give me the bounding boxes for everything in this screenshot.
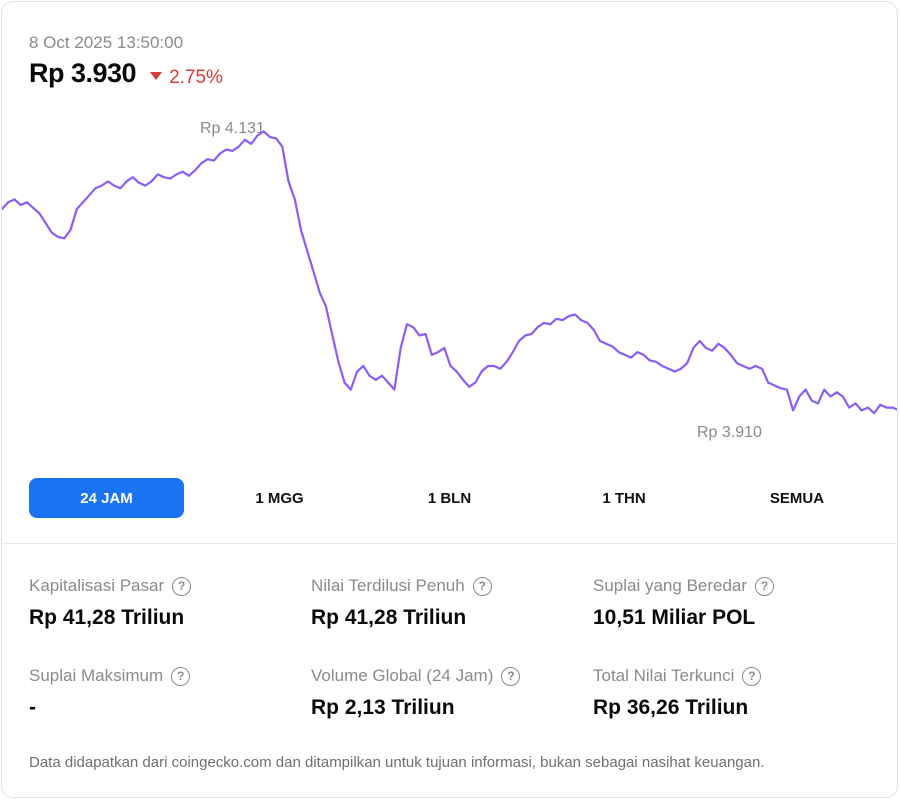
- stat-label: Nilai Terdilusi Penuh?: [311, 576, 581, 596]
- chart-low-label: Rp 3.910: [697, 424, 762, 441]
- stat-market-cap: Kapitalisasi Pasar? Rp 41,28 Triliun: [29, 576, 299, 630]
- stat-label-text: Total Nilai Terkunci: [593, 666, 735, 685]
- stat-label-text: Suplai Maksimum: [29, 666, 164, 685]
- price-change: 2.75%: [150, 67, 223, 89]
- stat-total-value-locked: Total Nilai Terkunci? Rp 36,26 Triliun: [593, 666, 863, 720]
- stat-label-text: Kapitalisasi Pasar: [29, 576, 165, 595]
- tab-semua[interactable]: SEMUA: [723, 478, 871, 518]
- info-icon[interactable]: ?: [171, 666, 191, 686]
- current-price: Rp 3.930: [29, 58, 137, 88]
- divider: [2, 543, 897, 544]
- disclaimer: Data didapatkan dari coingecko.com dan d…: [29, 754, 765, 771]
- info-icon[interactable]: ?: [501, 666, 521, 686]
- stat-label: Suplai yang Beredar?: [593, 576, 863, 596]
- stat-label: Suplai Maksimum?: [29, 666, 299, 686]
- chart-high-label: Rp 4.131: [200, 120, 265, 137]
- tab-24-jam[interactable]: 24 JAM: [29, 478, 184, 518]
- info-icon[interactable]: ?: [742, 666, 762, 686]
- tab-1-mgg[interactable]: 1 MGG: [208, 478, 351, 518]
- stat-label: Kapitalisasi Pasar?: [29, 576, 299, 596]
- price-line: [2, 130, 897, 415]
- triangle-down-icon: [150, 72, 163, 80]
- info-icon[interactable]: ?: [172, 576, 192, 596]
- stat-value: Rp 41,28 Triliun: [311, 606, 467, 629]
- stat-label-text: Volume Global (24 Jam): [311, 666, 494, 685]
- stat-label: Volume Global (24 Jam)?: [311, 666, 581, 686]
- info-icon[interactable]: ?: [472, 576, 492, 596]
- tab-label: 1 MGG: [255, 489, 304, 507]
- stat-label: Total Nilai Terkunci?: [593, 666, 863, 686]
- timestamp: 8 Oct 2025 13:50:00: [29, 33, 184, 52]
- tab-label: 1 THN: [602, 489, 646, 507]
- time-range-tabs: 24 JAM 1 MGG 1 BLN 1 THN SEMUA: [29, 478, 879, 518]
- stat-global-volume: Volume Global (24 Jam)? Rp 2,13 Triliun: [311, 666, 581, 720]
- tab-label: 24 JAM: [80, 489, 133, 507]
- tab-1-thn[interactable]: 1 THN: [548, 478, 700, 518]
- stat-circulating-supply: Suplai yang Beredar? 10,51 Miliar POL: [593, 576, 863, 630]
- tab-label: SEMUA: [769, 489, 825, 507]
- price-row: Rp 3.930 2.75%: [29, 58, 223, 89]
- price-chart[interactable]: [2, 112, 898, 452]
- stat-label-text: Suplai yang Beredar: [593, 576, 748, 595]
- stat-fully-diluted: Nilai Terdilusi Penuh? Rp 41,28 Triliun: [311, 576, 581, 630]
- stat-max-supply: Suplai Maksimum? -: [29, 666, 299, 720]
- tab-label: 1 BLN: [427, 489, 472, 507]
- tab-1-bln[interactable]: 1 BLN: [377, 478, 522, 518]
- stat-value: Rp 2,13 Triliun: [311, 696, 455, 719]
- stat-value: Rp 36,26 Triliun: [593, 696, 749, 719]
- info-icon[interactable]: ?: [755, 576, 775, 596]
- stat-value: -: [29, 696, 36, 719]
- stat-label-text: Nilai Terdilusi Penuh: [311, 576, 465, 595]
- stat-value: Rp 41,28 Triliun: [29, 606, 185, 629]
- stat-value: 10,51 Miliar POL: [593, 606, 756, 629]
- price-change-value: 2.75%: [169, 67, 223, 88]
